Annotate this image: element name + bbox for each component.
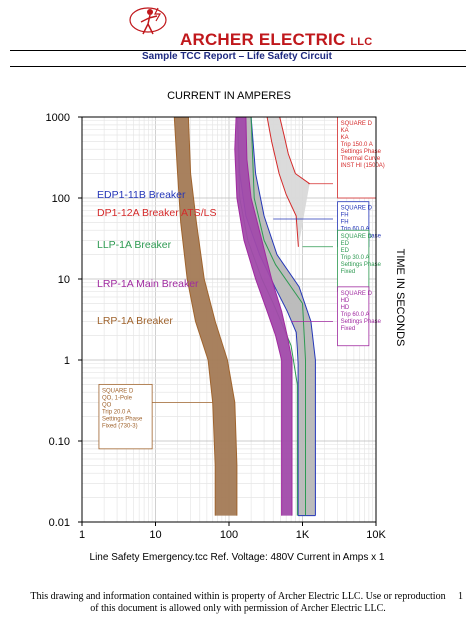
y-axis-title: TIME IN SECONDS bbox=[394, 249, 406, 347]
setting-note-line: Settings Phase bbox=[341, 319, 382, 325]
setting-note-line: ED bbox=[341, 241, 350, 247]
setting-note-box bbox=[337, 286, 370, 347]
x-tick-label: 1 bbox=[79, 529, 85, 541]
tcc-band-fill bbox=[234, 117, 292, 516]
setting-note-line: QO, 1-Pole bbox=[102, 395, 133, 401]
tcc-max-curve bbox=[279, 116, 310, 185]
setting-note-line: SQUARE D bbox=[341, 206, 373, 212]
setting-note-line: HD bbox=[341, 305, 350, 311]
company-name: ARCHER ELECTRIC LLC bbox=[180, 30, 372, 50]
tcc-band-fill bbox=[174, 117, 237, 516]
series-label: EDP1-11B Breaker bbox=[97, 189, 186, 201]
setting-note-line: Trip 150.0 A bbox=[341, 142, 373, 148]
series-label: LRP-1A Breaker bbox=[97, 315, 173, 327]
setting-note-line: HD bbox=[341, 298, 350, 304]
setting-note-line: Trip 20.0 A bbox=[102, 409, 131, 415]
setting-note-line: Trip 60.0 A bbox=[341, 312, 370, 318]
y-tick-label: 1000 bbox=[46, 112, 70, 124]
chart-labels: DP1-12A Breaker ATS/LS EDP1-11B Breaker LL… bbox=[97, 189, 216, 327]
y-tick-label: 100 bbox=[52, 193, 70, 205]
y-tick-label: 1 bbox=[64, 355, 70, 367]
tcc-min-curve bbox=[173, 116, 216, 516]
copyright-line-1: This drawing and information contained w… bbox=[30, 591, 446, 602]
chart-axes: 1 10 100 1K 10K 1000 100 10 1 0.10 0.01 CURRENT IN … bbox=[46, 90, 406, 541]
series-label: LRP-1A Main Breaker bbox=[97, 278, 199, 290]
y-tick-label: 10 bbox=[58, 274, 70, 286]
setting-note-line: Trip 30.0 A bbox=[341, 255, 370, 261]
setting-note-line: INST HI (1500A) bbox=[341, 163, 385, 169]
setting-note-line: Thermal Curve bbox=[341, 156, 381, 162]
tcc-band-fill bbox=[237, 117, 316, 516]
setting-note-line: Settings Phase bbox=[102, 416, 143, 422]
chart-bands bbox=[173, 116, 316, 517]
setting-note-box bbox=[337, 116, 377, 199]
page-number: 1 bbox=[458, 591, 463, 602]
tcc-min-curve bbox=[266, 116, 299, 247]
setting-note-line: Fixed bbox=[341, 269, 356, 275]
tcc-curve-5 bbox=[173, 116, 238, 516]
setting-note-line: Trip 60.0 A bbox=[341, 227, 370, 233]
x-tick-label: 10K bbox=[366, 529, 386, 541]
setting-note-line: Settings Phase bbox=[341, 262, 382, 268]
setting-note-line: ED bbox=[341, 248, 350, 254]
lightning-man-logo bbox=[129, 7, 167, 35]
tcc-min-curve bbox=[234, 116, 283, 516]
series-label: DP1-12A Breaker ATS/LS bbox=[97, 207, 216, 219]
y-tick-label: 0.10 bbox=[49, 436, 70, 448]
setting-note-line: Settings Phase bbox=[341, 149, 382, 155]
tcc-max-curve bbox=[187, 116, 238, 516]
setting-note-line: KA bbox=[341, 128, 349, 134]
y-tick-label: 0.01 bbox=[49, 517, 70, 529]
tcc-curve-1 bbox=[266, 116, 310, 247]
setting-note-line: QO bbox=[102, 402, 112, 408]
company-name-text: ARCHER ELECTRIC bbox=[180, 30, 346, 49]
series-label: LLP-1A Breaker bbox=[97, 239, 172, 251]
header-rule-top bbox=[10, 50, 466, 51]
setting-note-line: FH bbox=[341, 220, 349, 226]
setting-note-line: KA bbox=[341, 135, 349, 141]
tcc-band-fill bbox=[267, 117, 310, 247]
tcc-max-curve bbox=[245, 116, 293, 516]
setting-note-box bbox=[337, 229, 370, 292]
tcc-max-curve bbox=[250, 116, 306, 516]
setting-note-line: FH bbox=[341, 213, 349, 219]
x-axis-title: CURRENT IN AMPERES bbox=[167, 90, 291, 102]
x-tick-label: 100 bbox=[220, 529, 238, 541]
setting-note-line: SQUARE D bbox=[341, 121, 373, 127]
setting-note-line: SQUARE D bbox=[341, 291, 373, 297]
footer-info: Line Safety Emergency.tcc Ref. Voltage: … bbox=[89, 552, 385, 563]
setting-note-box bbox=[98, 383, 153, 450]
copyright-notice: This drawing and information contained w… bbox=[18, 591, 458, 615]
setting-note-line: SQUARE D bbox=[341, 234, 373, 240]
company-suffix: LLC bbox=[350, 36, 373, 48]
copyright-line-2: of this document is allowed only with pe… bbox=[90, 603, 386, 614]
setting-note-line: SQUARE D bbox=[102, 388, 134, 394]
tcc-max-curve bbox=[250, 116, 316, 516]
setting-note-line: Fixed (730-3) bbox=[102, 423, 138, 429]
tcc-curve-4 bbox=[234, 116, 293, 516]
setting-note-line: Fixed bbox=[341, 326, 356, 332]
report-title: Sample TCC Report – Life Safety Circuit bbox=[141, 51, 333, 62]
x-tick-label: 10 bbox=[149, 529, 161, 541]
header-rule-bottom bbox=[10, 66, 466, 67]
x-tick-label: 1K bbox=[296, 529, 310, 541]
